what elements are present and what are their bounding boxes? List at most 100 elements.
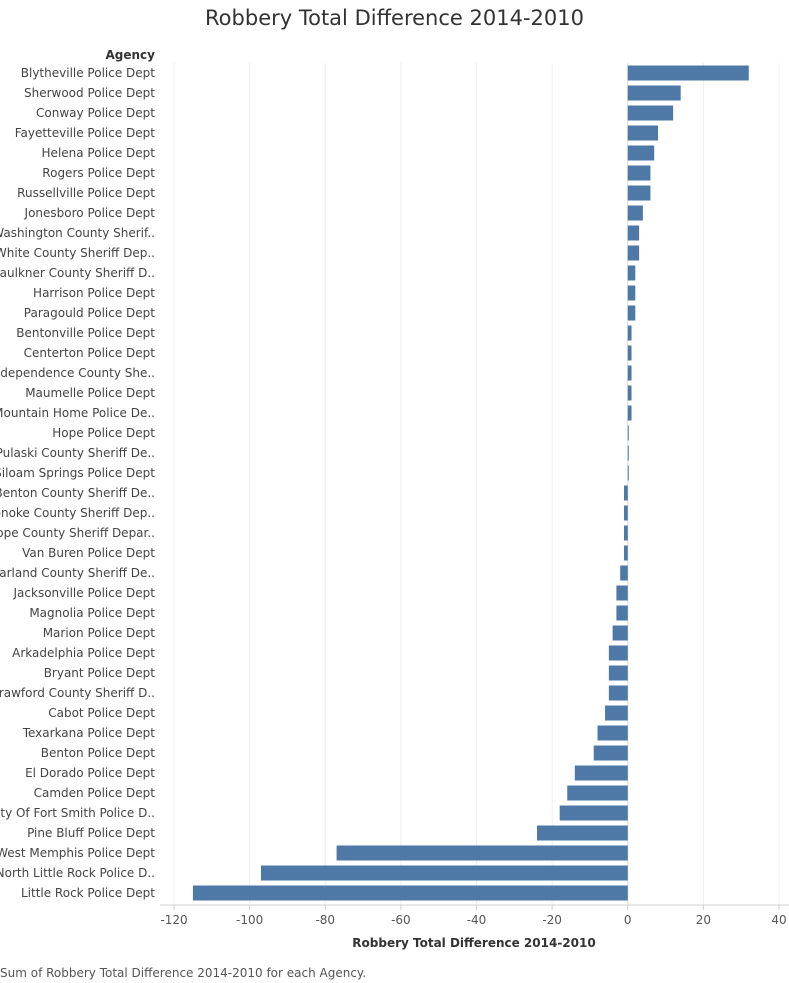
bar xyxy=(623,525,628,541)
category-label: Garland County Sheriff De.. xyxy=(0,566,155,580)
bar xyxy=(627,225,640,241)
bar xyxy=(627,265,636,281)
bar xyxy=(608,665,628,681)
category-label: Washington County Sherif.. xyxy=(0,226,155,240)
category-label: Hope Police Dept xyxy=(52,426,155,440)
bar xyxy=(192,885,628,901)
bar xyxy=(627,445,629,461)
category-label: Harrison Police Dept xyxy=(33,286,155,300)
x-tick-label: 20 xyxy=(696,913,711,927)
category-label: Rogers Police Dept xyxy=(42,166,155,180)
category-label: Marion Police Dept xyxy=(43,626,156,640)
category-labels: Agency Blytheville Police Dept Sherwood Po… xyxy=(0,48,155,900)
category-label: West Memphis Police Dept xyxy=(0,846,155,860)
bar xyxy=(574,765,628,781)
category-label: Jonesboro Police Dept xyxy=(24,206,156,220)
category-label: City Of Fort Smith Police D.. xyxy=(0,806,155,820)
category-label: Sherwood Police Dept xyxy=(24,86,155,100)
bar xyxy=(593,745,628,761)
category-label: Texarkana Police Dept xyxy=(22,726,156,740)
chart-title: Robbery Total Difference 2014-2010 xyxy=(205,6,584,30)
category-label: White County Sheriff Dep.. xyxy=(0,246,155,260)
bar xyxy=(627,385,632,401)
x-tick-label: -20 xyxy=(542,913,562,927)
bar xyxy=(627,405,632,421)
x-tick-label: 40 xyxy=(771,913,786,927)
category-label: North Little Rock Police D.. xyxy=(0,866,155,880)
bar xyxy=(627,345,632,361)
category-label: Independence County She.. xyxy=(0,366,155,380)
chart-caption: Sum of Robbery Total Difference 2014-201… xyxy=(0,966,367,980)
category-label: Blytheville Police Dept xyxy=(21,66,156,80)
category-label: Van Buren Police Dept xyxy=(22,546,155,560)
category-label: Magnolia Police Dept xyxy=(29,606,155,620)
bar xyxy=(627,425,629,441)
category-label: Benton County Sheriff De.. xyxy=(0,486,155,500)
bar xyxy=(605,705,628,721)
x-tick-label: -100 xyxy=(236,913,263,927)
x-tick-label: 0 xyxy=(624,913,632,927)
category-label: Arkadelphia Police Dept xyxy=(12,646,155,660)
bar xyxy=(623,545,628,561)
category-label: Bentonville Police Dept xyxy=(16,326,155,340)
x-tick-label: -60 xyxy=(391,913,411,927)
category-label: Mountain Home Police De.. xyxy=(0,406,155,420)
bars xyxy=(192,65,749,901)
bar xyxy=(612,625,628,641)
row-header: Agency xyxy=(106,48,156,62)
bar xyxy=(616,605,628,621)
bar xyxy=(608,645,628,661)
bar xyxy=(623,505,628,521)
bar xyxy=(567,785,628,801)
category-label: Russellville Police Dept xyxy=(17,186,155,200)
category-label: Little Rock Police Dept xyxy=(21,886,155,900)
category-label: Pine Bluff Police Dept xyxy=(27,826,155,840)
bar xyxy=(627,305,636,321)
category-label: Pulaski County Sheriff De.. xyxy=(0,446,155,460)
bar xyxy=(627,185,651,201)
category-label: Conway Police Dept xyxy=(36,106,155,120)
category-label: Paragould Police Dept xyxy=(24,306,156,320)
bar xyxy=(616,585,628,601)
category-label: Pope County Sheriff Depar.. xyxy=(0,526,155,540)
x-axis: -120 -100 -80 -60 -40 -20 0 20 40 Robbery Total D… xyxy=(160,904,789,950)
bar xyxy=(627,85,681,101)
category-label: Helena Police Dept xyxy=(42,146,156,160)
bar xyxy=(627,325,632,341)
x-tick-label: -120 xyxy=(160,913,187,927)
bar xyxy=(627,65,749,81)
category-label: Jacksonville Police Dept xyxy=(13,586,156,600)
bar xyxy=(559,805,628,821)
bar xyxy=(597,725,628,741)
bar xyxy=(260,865,628,881)
bar xyxy=(627,125,658,141)
category-label: Siloam Springs Police Dept xyxy=(0,466,155,480)
category-label: Benton Police Dept xyxy=(41,746,156,760)
category-label: Crawford County Sheriff D.. xyxy=(0,686,155,700)
bar xyxy=(627,145,655,161)
category-label: Faulkner County Sheriff D.. xyxy=(0,266,155,280)
bar xyxy=(627,105,674,121)
x-tick-label: -40 xyxy=(467,913,487,927)
gridlines xyxy=(173,63,780,904)
x-tick-label: -80 xyxy=(315,913,335,927)
category-label: Centerton Police Dept xyxy=(24,346,156,360)
bar xyxy=(537,825,628,841)
bar xyxy=(627,165,651,181)
x-axis-title: Robbery Total Difference 2014-2010 xyxy=(352,936,595,950)
bar xyxy=(627,365,632,381)
bar xyxy=(623,485,628,501)
bar xyxy=(627,285,636,301)
bar xyxy=(608,685,628,701)
bar xyxy=(620,565,628,581)
category-label: Lonoke County Sheriff Dep.. xyxy=(0,506,155,520)
category-label: El Dorado Police Dept xyxy=(25,766,155,780)
category-label: Bryant Police Dept xyxy=(44,666,156,680)
bar xyxy=(627,245,640,261)
bar xyxy=(627,205,643,221)
category-label: Fayetteville Police Dept xyxy=(15,126,156,140)
category-label: Maumelle Police Dept xyxy=(25,386,155,400)
category-label: Cabot Police Dept xyxy=(48,706,155,720)
bar xyxy=(336,845,628,861)
